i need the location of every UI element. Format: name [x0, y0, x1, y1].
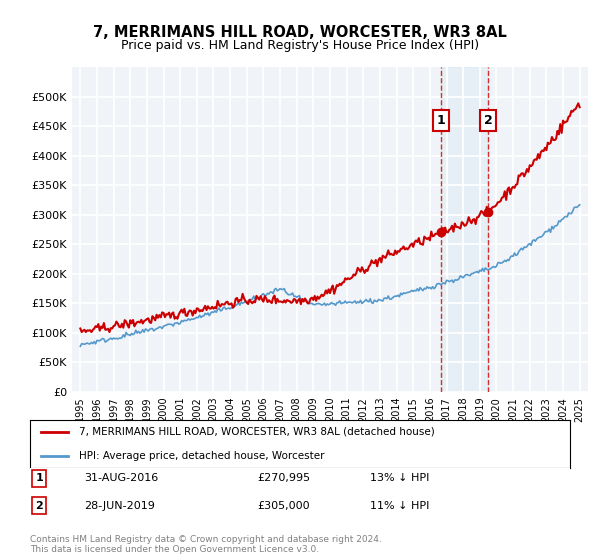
Text: 1: 1	[437, 114, 445, 127]
Text: 28-JUN-2019: 28-JUN-2019	[84, 501, 155, 511]
Bar	[441, 67, 488, 392]
Text: 31-AUG-2016: 31-AUG-2016	[84, 473, 158, 483]
Text: £305,000: £305,000	[257, 501, 310, 511]
Text: £270,995: £270,995	[257, 473, 310, 483]
Text: Contains HM Land Registry data © Crown copyright and database right 2024.
This d: Contains HM Land Registry data © Crown c…	[30, 535, 382, 554]
Text: 1: 1	[35, 473, 43, 483]
Text: 2: 2	[35, 501, 43, 511]
Text: 11% ↓ HPI: 11% ↓ HPI	[370, 501, 430, 511]
Text: HPI: Average price, detached house, Worcester: HPI: Average price, detached house, Worc…	[79, 451, 324, 461]
Text: 7, MERRIMANS HILL ROAD, WORCESTER, WR3 8AL (detached house): 7, MERRIMANS HILL ROAD, WORCESTER, WR3 8…	[79, 427, 434, 437]
Text: 7, MERRIMANS HILL ROAD, WORCESTER, WR3 8AL: 7, MERRIMANS HILL ROAD, WORCESTER, WR3 8…	[93, 25, 507, 40]
Text: Price paid vs. HM Land Registry's House Price Index (HPI): Price paid vs. HM Land Registry's House …	[121, 39, 479, 52]
Text: 13% ↓ HPI: 13% ↓ HPI	[370, 473, 430, 483]
Text: 2: 2	[484, 114, 493, 127]
